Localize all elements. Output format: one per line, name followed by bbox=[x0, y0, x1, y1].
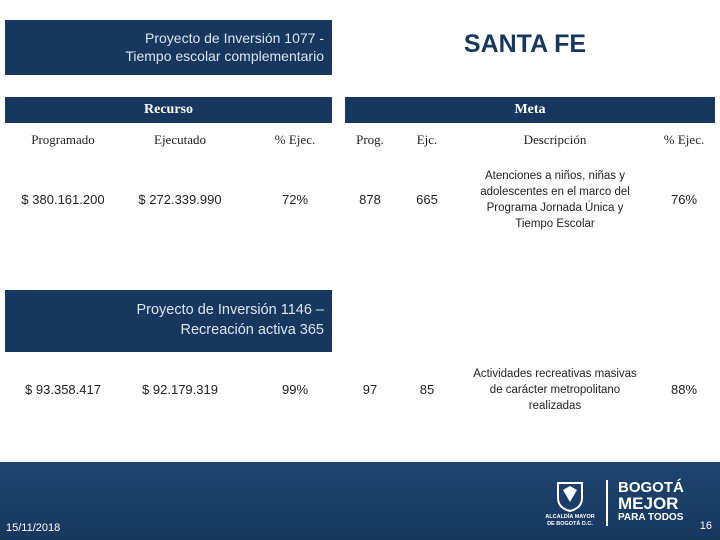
title-line: Recreación activa 365 bbox=[180, 322, 324, 338]
page-number: 16 bbox=[699, 520, 712, 532]
table-cell: 97 bbox=[362, 382, 378, 397]
title-line: Tiempo escolar complementario bbox=[125, 48, 324, 64]
logo-line: ALCALDÍA MAYOR bbox=[545, 514, 595, 520]
table-cell: $ 272.339.990 bbox=[138, 192, 222, 207]
date: 15/11/2018 bbox=[6, 522, 61, 534]
table-cell: $ 92.179.319 bbox=[142, 382, 218, 397]
description-line: realizadas bbox=[528, 400, 582, 412]
table-cell: 88% bbox=[670, 382, 698, 397]
column-header: % Ejec. bbox=[663, 132, 705, 147]
description-line: Actividades recreativas masivas bbox=[473, 368, 637, 380]
project-title: Proyecto de Inversión 1077 - Tiempo esco… bbox=[125, 29, 324, 65]
description-line: de carácter metropolitano bbox=[489, 384, 621, 396]
table-cell: 76% bbox=[670, 192, 698, 207]
column-header: Ejc. bbox=[416, 132, 438, 147]
table-cell: 72% bbox=[281, 192, 309, 207]
table-cell: 878 bbox=[359, 192, 381, 207]
coat-of-arms bbox=[557, 482, 583, 512]
table-cell: 85 bbox=[419, 382, 435, 397]
logo-line: DE BOGOTÁ D.C. bbox=[547, 521, 593, 527]
description-line: Tiempo Escolar bbox=[515, 218, 595, 230]
description-line: Atenciones a niños, niñas y bbox=[484, 170, 626, 182]
logo-left: ALCALDÍA MAYOR DE BOGOTÁ D.C. bbox=[540, 514, 600, 528]
column-header: Programado bbox=[31, 132, 95, 147]
logo-line: PARA TODOS bbox=[618, 512, 684, 523]
logo-line: MEJOR bbox=[618, 494, 679, 513]
title-line: Proyecto de Inversión 1146 – bbox=[136, 302, 324, 318]
group-header: Recurso bbox=[5, 97, 332, 123]
project-title: Proyecto de Inversión 1146 – Recreación … bbox=[136, 300, 324, 340]
column-header: % Ejec. bbox=[274, 132, 316, 147]
project-box: Proyecto de Inversión 1146 – Recreación … bbox=[5, 290, 332, 352]
divider bbox=[606, 480, 608, 526]
column-header: Ejecutado bbox=[154, 132, 206, 147]
description-line: adolescentes en el marco del bbox=[480, 186, 630, 198]
title-line: Proyecto de Inversión 1077 - bbox=[145, 30, 324, 46]
table-cell: 99% bbox=[281, 382, 309, 397]
group-header: Meta bbox=[345, 97, 715, 123]
column-header: Descripción bbox=[523, 132, 587, 147]
footer: 15/11/2018 16 ALCALDÍA MAYOR DE BOGOTÁ D… bbox=[0, 462, 720, 540]
description-line: Programa Jornada Única y bbox=[486, 202, 624, 214]
table-cell: $ 93.358.417 bbox=[25, 382, 101, 397]
column-header: Prog. bbox=[356, 132, 384, 147]
logo-right: BOGOTÁ MEJOR PARA TODOS bbox=[618, 480, 684, 524]
table-cell: $ 380.161.200 bbox=[21, 192, 105, 207]
project-box: Proyecto de Inversión 1077 - Tiempo esco… bbox=[5, 20, 332, 75]
city-title: SANTA FE bbox=[463, 30, 587, 58]
table-cell: 665 bbox=[416, 192, 438, 207]
logo-line: BOGOTÁ bbox=[618, 479, 684, 496]
